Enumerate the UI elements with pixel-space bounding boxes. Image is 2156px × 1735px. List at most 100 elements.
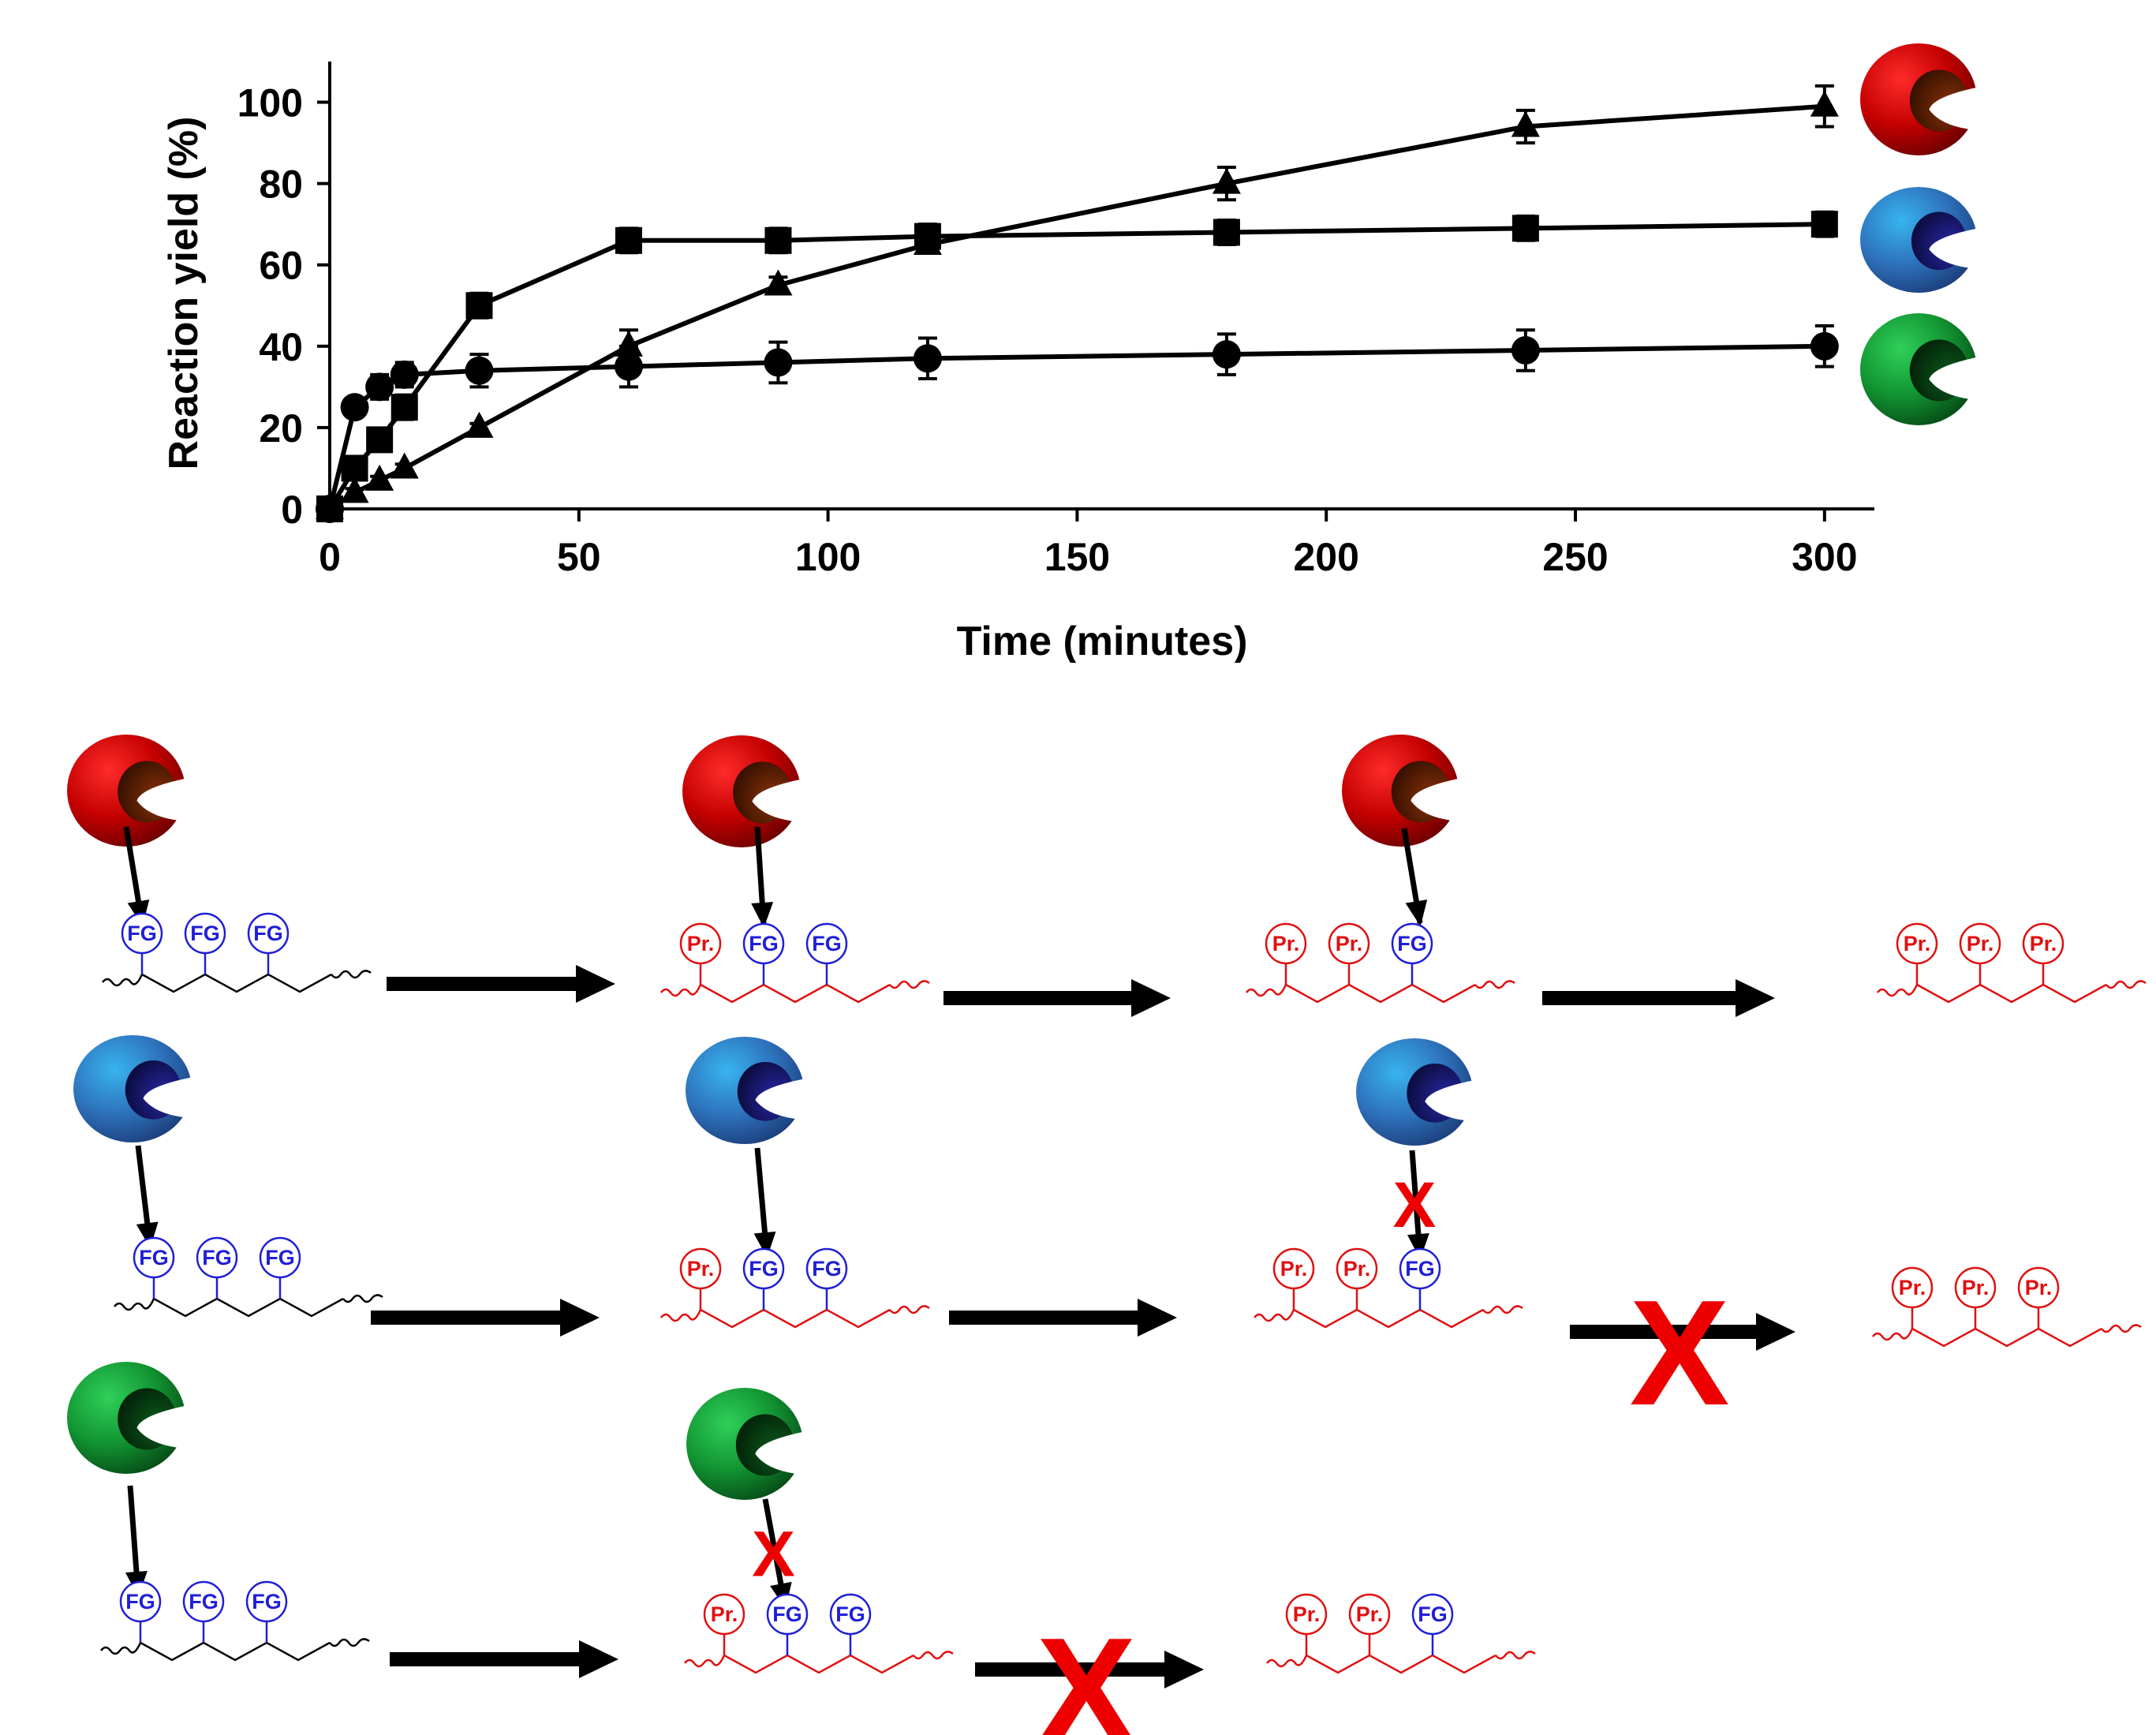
functional-group-label: FG xyxy=(125,1590,155,1613)
functional-group xyxy=(742,1247,785,1290)
functional-group xyxy=(247,912,290,955)
product-group xyxy=(1272,1247,1315,1290)
backbone-end-left xyxy=(1266,1655,1308,1668)
polymer-chain xyxy=(1877,922,2147,1004)
enzyme-mouth xyxy=(136,1405,187,1449)
enzyme-blue-icon xyxy=(686,1037,805,1144)
polymer-backbone xyxy=(1285,983,1476,1004)
polymer-backbone xyxy=(1293,1308,1484,1329)
data-point xyxy=(1810,90,1839,117)
functional-group-label: FG xyxy=(812,932,842,955)
product-group xyxy=(1285,1593,1328,1636)
functional-group xyxy=(1411,1593,1454,1636)
reaction-arrowhead xyxy=(576,965,615,1003)
product-label: Pr. xyxy=(711,1602,738,1626)
functional-group xyxy=(184,912,226,955)
functional-group xyxy=(1399,1247,1441,1290)
enzyme-green-icon xyxy=(1860,313,1979,425)
product-label: Pr. xyxy=(1293,1602,1321,1626)
data-point xyxy=(1212,340,1241,369)
data-point xyxy=(465,411,494,438)
functional-group xyxy=(196,1236,238,1279)
backbone-end-left xyxy=(660,1309,702,1322)
product-label: Pr. xyxy=(1967,932,1994,955)
enzyme-mouth xyxy=(752,779,802,823)
functional-group-label: FG xyxy=(1397,932,1427,955)
enzyme-red-icon xyxy=(67,735,187,847)
y-tick-label: 40 xyxy=(259,325,303,369)
backbone-end-right xyxy=(342,1294,383,1303)
enzyme-blue-icon xyxy=(73,1035,193,1142)
functional-group-label: FG xyxy=(189,1590,219,1613)
data-point xyxy=(1810,331,1839,361)
backbone-end-left xyxy=(684,1655,726,1668)
functional-group-label: FG xyxy=(749,1257,779,1281)
enzyme-red-icon xyxy=(1860,43,1979,155)
functional-group xyxy=(766,1593,809,1636)
y-tick-label: 100 xyxy=(237,81,303,125)
series-green xyxy=(316,324,1839,523)
data-point xyxy=(1213,219,1240,246)
backbone-end-left xyxy=(114,1298,155,1311)
backbone-end-left xyxy=(660,984,702,997)
product-group xyxy=(1896,922,1938,965)
functional-group-label: FG xyxy=(812,1257,842,1281)
enzyme-blue-icon xyxy=(1860,187,1979,293)
polymer-chain xyxy=(100,1580,370,1662)
product-label: Pr. xyxy=(1904,932,1931,955)
data-point xyxy=(913,344,942,373)
polymer-chain xyxy=(1266,1593,1536,1674)
enzyme-mouth xyxy=(1929,87,1979,131)
data-point xyxy=(465,356,494,385)
product-label: Pr. xyxy=(1336,932,1363,955)
product-group xyxy=(703,1593,745,1636)
functional-group-label: FG xyxy=(1418,1602,1448,1626)
enzyme-green-icon xyxy=(686,1388,805,1500)
backbone-end-right xyxy=(331,970,372,979)
product-label: Pr. xyxy=(687,1257,715,1281)
enzyme-mouth xyxy=(1929,228,1979,269)
polymer-chain xyxy=(1254,1247,1523,1329)
enzyme-blue-icon xyxy=(1356,1038,1474,1146)
x-tick-label: 200 xyxy=(1294,535,1359,579)
data-point xyxy=(341,454,368,482)
functional-group-label: FG xyxy=(139,1246,169,1269)
yield-chart: 0 20 40 60 80 100 0 50 100 150 200 250 300 Time (minu… xyxy=(161,43,1979,663)
functional-group xyxy=(1391,922,1433,965)
reaction-arrowhead xyxy=(1164,1651,1204,1688)
enzyme-green-icon xyxy=(67,1362,187,1474)
series-blue xyxy=(316,210,1838,522)
functional-group-label: FG xyxy=(835,1602,865,1626)
functional-group-label: FG xyxy=(202,1246,232,1269)
data-point xyxy=(764,269,793,296)
functional-group-label: FG xyxy=(190,922,220,945)
data-point xyxy=(316,495,344,523)
data-point xyxy=(1511,215,1539,242)
functional-group-label: FG xyxy=(772,1602,802,1626)
enzyme-mouth xyxy=(1929,357,1979,401)
backbone-end-right xyxy=(1474,980,1515,989)
backbone-end-right xyxy=(2101,1324,2142,1333)
y-tick-label: 60 xyxy=(259,244,303,288)
data-point xyxy=(390,394,418,421)
functional-group-label: FG xyxy=(749,932,779,955)
backbone-end-right xyxy=(889,1305,930,1314)
backbone-end-right xyxy=(2106,980,2147,989)
product-group xyxy=(679,1247,722,1290)
polymer-chain xyxy=(684,1593,954,1674)
y-axis-title: Reaction yield (%) xyxy=(161,117,207,470)
data-point xyxy=(614,330,643,357)
enzyme-red-icon xyxy=(1342,735,1460,847)
functional-group-label: FG xyxy=(252,1590,282,1613)
product-group xyxy=(1954,1266,1997,1309)
product-label: Pr. xyxy=(1272,932,1300,955)
data-point xyxy=(1810,211,1838,238)
product-group xyxy=(2022,922,2064,965)
data-point xyxy=(366,426,394,454)
product-label: Pr. xyxy=(1356,1602,1384,1626)
data-point xyxy=(764,226,792,254)
backbone-end-left xyxy=(1872,1328,1914,1341)
x-tick-label: 250 xyxy=(1542,535,1608,579)
polymer-backbone xyxy=(1306,1654,1496,1674)
